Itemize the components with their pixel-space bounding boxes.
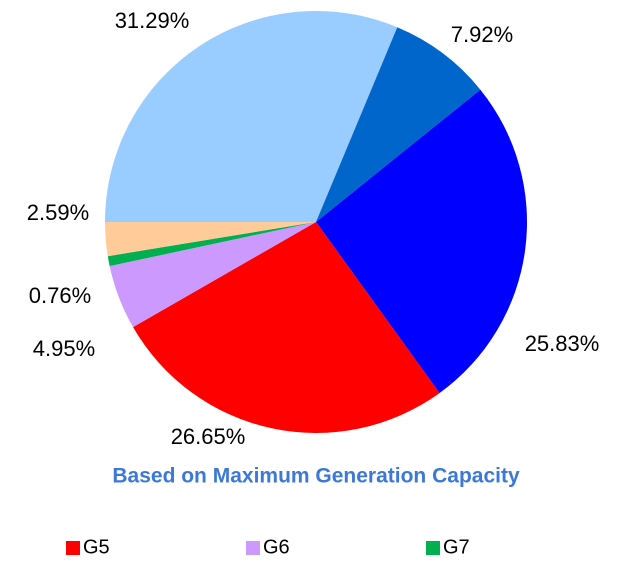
legend-swatch	[426, 541, 440, 555]
pie-slice	[105, 10, 398, 223]
pie-slice	[316, 27, 481, 223]
value-label: 4.95%	[33, 336, 95, 361]
legend-label: G6	[263, 536, 290, 558]
legend-label: G5	[83, 536, 110, 558]
pie-slice	[105, 222, 316, 257]
pie-slice	[316, 89, 528, 394]
legend-swatch	[66, 541, 80, 555]
value-label: 31.29%	[115, 8, 190, 33]
value-label: 25.83%	[525, 331, 600, 356]
legend-label: G7	[443, 536, 470, 558]
legend-swatch	[246, 541, 260, 555]
value-label: 7.92%	[451, 22, 513, 47]
pie-slice	[133, 222, 440, 434]
pie-slice	[107, 222, 316, 267]
value-label: 2.59%	[27, 200, 89, 225]
pie-slice	[109, 222, 316, 328]
chart-title: Based on Maximum Generation Capacity	[112, 465, 520, 488]
value-label: 0.76%	[29, 283, 91, 308]
value-label: 26.65%	[171, 424, 246, 449]
